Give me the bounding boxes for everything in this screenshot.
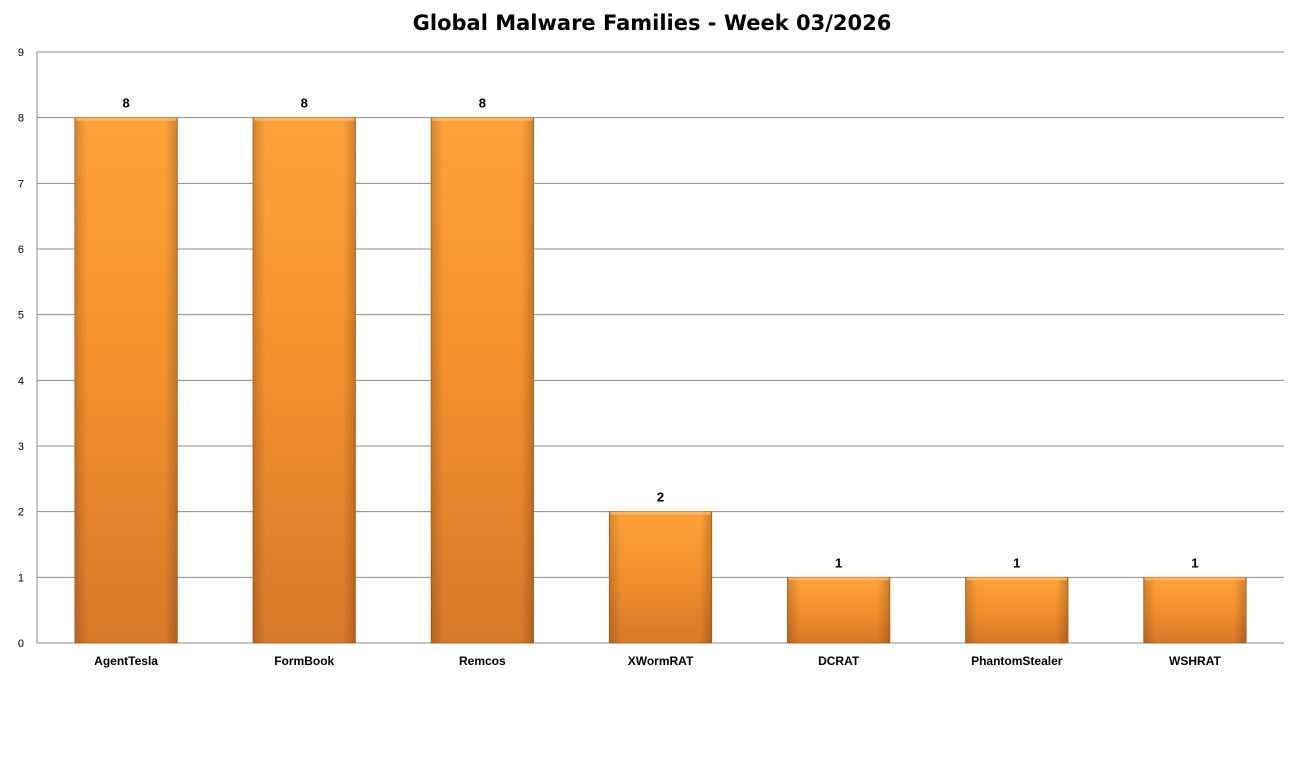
bar-xwormrat bbox=[608, 511, 713, 644]
x-tick-label: AgentTesla bbox=[94, 654, 158, 668]
data-label: 8 bbox=[122, 96, 129, 111]
bar-shading bbox=[787, 577, 890, 643]
bar-dcrat bbox=[787, 576, 891, 644]
bar-shading bbox=[74, 117, 178, 643]
labels: 0 1 2 3 4 5 6 7 8 9 8 AgentTesla 8 FormBook 8 Remcos 2 XW… bbox=[18, 47, 1222, 668]
x-tick-label: Remcos bbox=[459, 654, 506, 668]
bar-formbook bbox=[252, 117, 356, 644]
y-tick-label: 2 bbox=[18, 507, 24, 519]
y-tick-label: 7 bbox=[18, 178, 24, 190]
y-tick-label: 0 bbox=[18, 638, 24, 650]
data-label: 8 bbox=[479, 96, 486, 111]
data-label: 1 bbox=[835, 555, 842, 570]
y-tick-label: 5 bbox=[18, 310, 24, 322]
bar-phantomstealer bbox=[965, 576, 1069, 644]
bar-top-highlight bbox=[75, 117, 177, 121]
bar-shading bbox=[431, 117, 534, 643]
chart-title: Global Malware Families - Week 03/2026 bbox=[412, 11, 892, 35]
bar-shading bbox=[609, 511, 712, 643]
y-tick-label: 8 bbox=[18, 113, 24, 125]
bar-shading bbox=[1143, 577, 1247, 643]
bar-top-highlight bbox=[253, 117, 355, 121]
bar-top-highlight bbox=[432, 117, 533, 121]
y-tick-label: 6 bbox=[18, 244, 24, 256]
bar-top-highlight bbox=[788, 577, 889, 581]
x-tick-label: XWormRAT bbox=[628, 654, 694, 668]
bar-top-highlight bbox=[966, 577, 1068, 581]
bar-shading bbox=[965, 577, 1069, 643]
bar-wshrat bbox=[1143, 576, 1247, 644]
x-tick-label: WSHRAT bbox=[1169, 654, 1221, 668]
x-tick-label: FormBook bbox=[274, 654, 334, 668]
y-tick-label: 1 bbox=[18, 572, 24, 584]
data-label: 2 bbox=[657, 490, 664, 505]
bars bbox=[74, 117, 1247, 644]
y-tick-label: 3 bbox=[18, 441, 24, 453]
bar-agenttesla bbox=[74, 117, 178, 644]
data-label: 1 bbox=[1191, 555, 1198, 570]
bar-top-highlight bbox=[610, 511, 711, 515]
bar-top-highlight bbox=[1144, 577, 1246, 581]
y-tick-label: 9 bbox=[18, 47, 24, 59]
x-tick-label: PhantomStealer bbox=[971, 654, 1063, 668]
data-label: 8 bbox=[301, 96, 308, 111]
x-tick-label: DCRAT bbox=[818, 654, 860, 668]
bar-remcos bbox=[430, 117, 534, 644]
bar-shading bbox=[252, 117, 356, 643]
y-tick-label: 4 bbox=[18, 375, 24, 387]
data-label: 1 bbox=[1013, 555, 1020, 570]
